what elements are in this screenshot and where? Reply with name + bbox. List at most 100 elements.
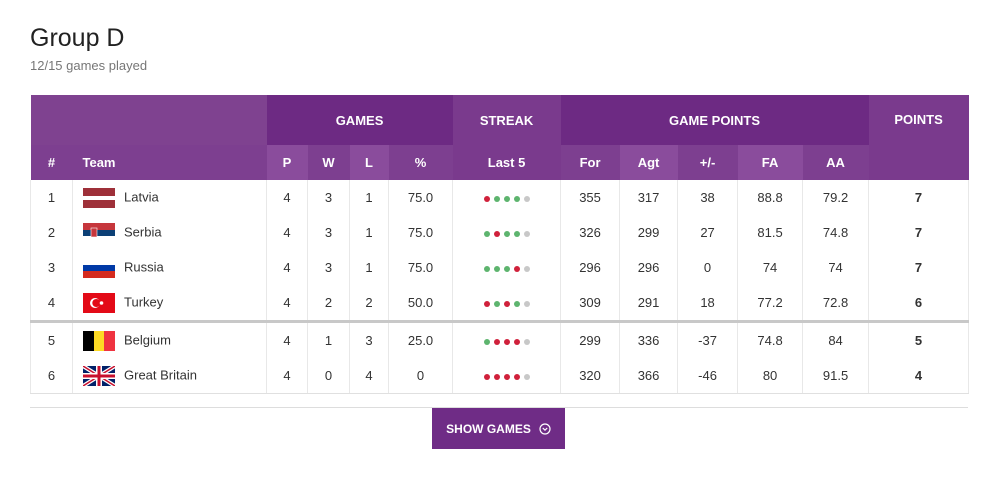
streak-cell: [452, 250, 562, 285]
rank: 1: [30, 180, 73, 215]
group-header: GAMES: [266, 95, 453, 145]
column-header: %: [388, 145, 453, 180]
points: 5: [868, 320, 970, 358]
played: 4: [266, 285, 308, 322]
lost: 3: [349, 320, 389, 358]
points-for: 299: [560, 320, 621, 358]
streak-dot: [523, 195, 530, 202]
won: 2: [307, 285, 350, 322]
flag: [83, 222, 115, 243]
team-row: 6 Great Britain 4 0 4 0 320 366 -46 80 91.5 4: [30, 358, 970, 394]
won: 1: [307, 320, 350, 358]
team-name: Great Britain: [124, 366, 197, 382]
points-for: 355: [560, 180, 621, 215]
points-against: 366: [619, 358, 679, 394]
streak-dot: [483, 195, 490, 202]
streak-dot: [503, 265, 510, 272]
streak-dot: [493, 230, 500, 237]
win-pct: 75.0: [387, 250, 454, 285]
points-against: 296: [619, 250, 679, 285]
column-header: FA: [737, 145, 803, 180]
rank: 3: [30, 250, 73, 285]
played: 4: [266, 215, 308, 250]
lost: 4: [349, 358, 389, 394]
team-name: Russia: [124, 258, 164, 274]
win-pct: 75.0: [387, 180, 454, 215]
streak-dot: [483, 265, 490, 272]
streak-dot: [483, 338, 490, 345]
chevron-icon[interactable]: [539, 422, 551, 435]
streak-dot: [483, 300, 490, 307]
played: 4: [266, 320, 308, 358]
streak-dot: [493, 195, 500, 202]
streak-dot: [493, 373, 500, 380]
streak-dot: [523, 338, 530, 345]
team-name: Belgium: [124, 331, 171, 347]
team-cell: Russia: [72, 250, 267, 285]
streak-dot: [493, 300, 500, 307]
column-header: L: [349, 145, 389, 180]
win-pct: 0: [387, 358, 454, 394]
streak-dot: [523, 300, 530, 307]
flag: [83, 257, 115, 278]
won: 0: [307, 358, 350, 394]
button-label[interactable]: SHOW GAMES: [446, 421, 531, 436]
points: 4: [868, 358, 970, 394]
played: 4: [266, 250, 308, 285]
win-pct: 50.0: [387, 285, 454, 322]
streak-cell: [452, 285, 562, 322]
avg-against: 91.5: [802, 358, 870, 394]
points-against: 291: [619, 285, 679, 322]
streak-cell: [452, 180, 562, 215]
win-pct: 25.0: [387, 320, 454, 358]
team-row: 1 Latvia 4 3 1 75.0 355 317 38 88.8 79.2 7: [30, 180, 970, 215]
column-header: +/-: [677, 145, 738, 180]
streak-cell: [452, 215, 562, 250]
standings-table: GAMES STREAK GAME POINTS POINTS # Team P W L…: [30, 95, 970, 394]
team-cell: Latvia: [72, 180, 267, 215]
avg-against: 72.8: [802, 285, 870, 322]
team-name: Turkey: [124, 293, 164, 309]
streak-cell: [452, 358, 562, 394]
streak-dot: [483, 373, 490, 380]
rank: 4: [30, 285, 73, 322]
group-header: STREAK: [452, 95, 561, 145]
streak-dot: [513, 230, 520, 237]
points: 6: [868, 285, 970, 322]
points: 7: [868, 250, 970, 285]
points-against: 317: [619, 180, 679, 215]
streak-dot: [503, 195, 510, 202]
point-diff: 0: [677, 250, 739, 285]
avg-against: 84: [802, 320, 870, 358]
won: 3: [307, 215, 350, 250]
column-header: For: [560, 145, 620, 180]
lost: 1: [349, 215, 389, 250]
point-diff: -37: [677, 320, 739, 358]
points: 7: [868, 180, 970, 215]
team-cell: Turkey: [72, 285, 267, 322]
streak-dot: [513, 373, 520, 380]
streak-dot: [503, 300, 510, 307]
streak-dot: [503, 230, 510, 237]
points-for: 296: [560, 250, 621, 285]
streak-dot: [483, 230, 490, 237]
group-title: Group D: [30, 24, 125, 52]
avg-against: 74: [802, 250, 870, 285]
point-diff: 18: [677, 285, 739, 322]
flag: [83, 292, 115, 313]
team-row: 4 Turkey 4 2 2 50.0 309 291 18 77.2 72.8 6: [30, 285, 970, 322]
team-cell: Great Britain: [72, 358, 267, 394]
column-header: W: [307, 145, 350, 180]
avg-for: 81.5: [737, 215, 804, 250]
show-games-button[interactable]: SHOW GAMES: [432, 408, 565, 449]
point-diff: 38: [677, 180, 739, 215]
team-row: 5 Belgium 4 1 3 25.0 299 336 -37 74.8 84 5: [30, 320, 970, 358]
points: 7: [868, 215, 970, 250]
lost: 1: [349, 250, 389, 285]
streak-dot: [513, 338, 520, 345]
blank-header: [30, 95, 267, 145]
avg-for: 74.8: [737, 320, 804, 358]
column-header: P: [266, 145, 308, 180]
column-header: Team: [72, 145, 267, 180]
